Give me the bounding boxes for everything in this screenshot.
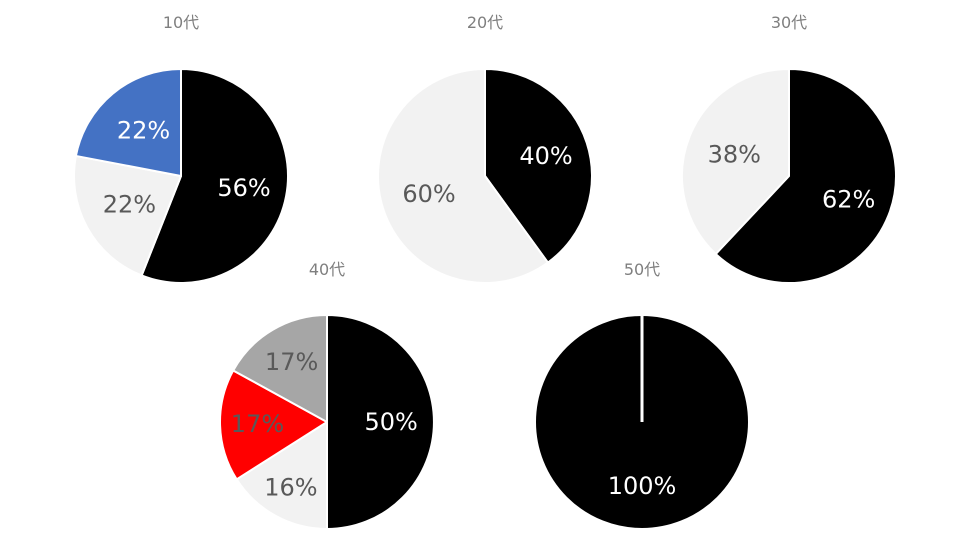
pie-slice [140, 68, 289, 284]
pie-chart-10s: 10代 56% 22% 22% [73, 13, 289, 284]
pie-data-label: 60% [402, 180, 455, 208]
pie-data-label: 62% [822, 186, 875, 214]
pie-slice [326, 314, 435, 530]
pie-title-10s: 10代 [163, 13, 199, 32]
pie-slice [714, 68, 897, 284]
pie-slice [219, 369, 328, 481]
pie-title-50s: 50代 [624, 260, 660, 279]
pie-title-40s: 40代 [309, 260, 345, 279]
pie-slice [235, 421, 328, 530]
pie-slices-30s: 62% 38% [681, 68, 897, 284]
pie-slice [73, 154, 182, 277]
pie-slices-50s: 100% [534, 314, 750, 530]
pie-data-label: 50% [365, 408, 418, 436]
pie-data-label: 100% [608, 472, 677, 500]
pie-title-20s: 20代 [467, 13, 503, 32]
pie-slice [681, 68, 790, 255]
pie-data-label: 56% [217, 174, 270, 202]
pie-data-label: 40% [519, 142, 572, 170]
pie-slice [484, 68, 593, 264]
pie-chart-30s: 30代 62% 38% [681, 13, 897, 284]
pie-slices-10s: 56% 22% 22% [73, 68, 289, 284]
pie-slice [74, 68, 182, 177]
pie-data-label: 22% [117, 117, 170, 145]
pie-chart-40s: 40代 50% 16% 17% 17% [219, 260, 435, 530]
pie-data-label: 38% [708, 140, 761, 168]
pie-data-label: 22% [103, 190, 156, 218]
pie-slices-20s: 40% 60% [377, 68, 593, 284]
pie-data-label: 17% [265, 348, 318, 376]
pie-chart-20s: 20代 40% 60% [377, 13, 593, 284]
pie-slice [232, 314, 328, 423]
pie-data-label: 16% [264, 474, 317, 502]
pie-data-label: 17% [231, 410, 284, 438]
pie-slice [377, 68, 549, 284]
pie-slices-40s: 50% 16% 17% 17% [219, 314, 435, 530]
pie-title-30s: 30代 [771, 13, 807, 32]
pie-chart-50s: 50代 100% [534, 260, 750, 530]
